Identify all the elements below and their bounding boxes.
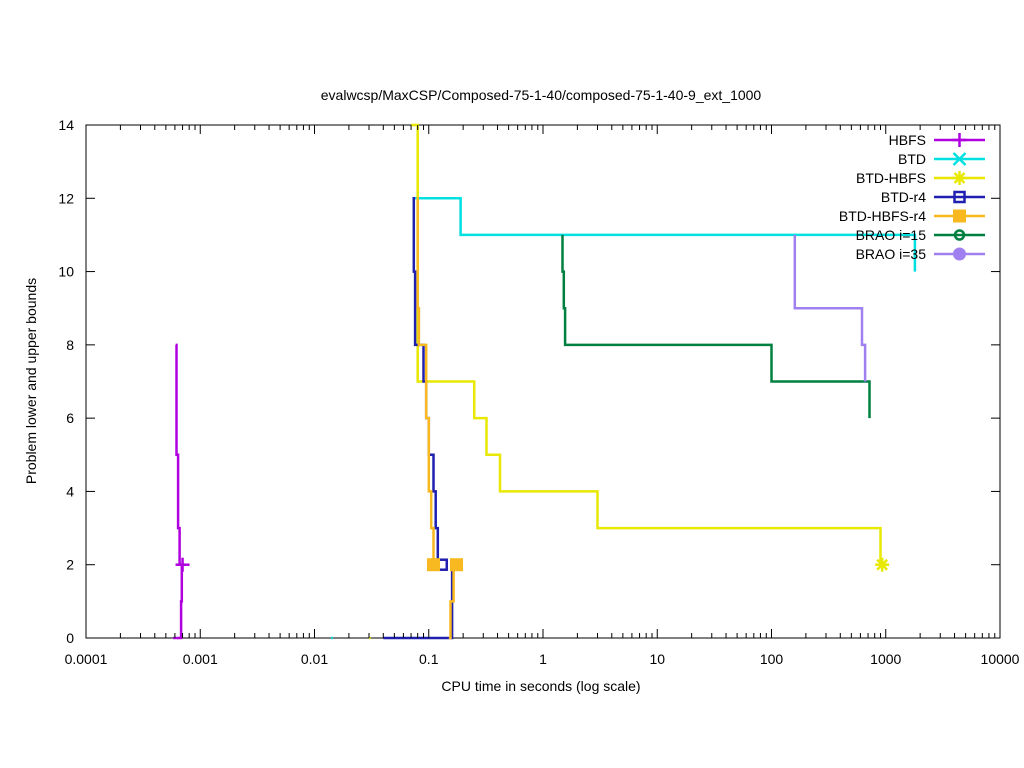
- legend-item: HBFS: [889, 132, 985, 148]
- series-line: [793, 234, 867, 382]
- series-btd-hbfs-r4: [416, 197, 464, 640]
- marker-square: [953, 190, 966, 204]
- x-tick-label: 1: [539, 651, 547, 667]
- y-tick-label: 6: [66, 410, 74, 426]
- x-tick-label: 1000: [870, 651, 901, 667]
- series-layer: [173, 123, 917, 640]
- legend-label: BRAO i=15: [856, 227, 927, 243]
- data-point-marker: [450, 558, 464, 572]
- series-brao-i-15: [561, 234, 871, 419]
- legend: HBFS BTD BTD-HBFS BTD-r4 BTD-HBFS-r4 BRAO i=1…: [839, 132, 985, 262]
- legend-item: BTD-r4: [881, 189, 985, 205]
- series-hbfs: [173, 343, 190, 640]
- data-point-marker: [952, 133, 967, 147]
- series-btd: [331, 197, 917, 640]
- legend-label: BTD: [898, 151, 926, 167]
- data-point-marker: [953, 209, 966, 223]
- data-point-marker: [175, 557, 190, 572]
- x-tick-label: 10: [649, 651, 665, 667]
- data-point-marker: [953, 190, 966, 204]
- x-tick-label: 100: [760, 651, 784, 667]
- series-line: [561, 234, 871, 419]
- y-tick-label: 4: [66, 483, 74, 499]
- marker-star-b: [876, 558, 889, 571]
- series-line: [173, 564, 184, 640]
- data-point-marker: [952, 152, 967, 166]
- x-axis: 0.0001 0.001 0.01 0.1 1 10 100 1000 10000: [65, 125, 1020, 667]
- x-tick-label: 0.001: [183, 651, 218, 667]
- y-tick-label: 2: [66, 557, 74, 573]
- legend-item: BTD-HBFS: [856, 170, 985, 186]
- data-point-marker: [952, 171, 967, 185]
- marker-star-b: [953, 172, 966, 184]
- marker-square-filled: [953, 209, 966, 223]
- series-btd-hbfs: [369, 123, 890, 640]
- y-tick-label: 0: [66, 630, 74, 646]
- legend-label: BRAO i=35: [856, 246, 927, 262]
- series-line: [175, 343, 181, 565]
- marker-circle-filled: [953, 247, 966, 261]
- marker-square-filled: [426, 558, 440, 572]
- y-tick-label: 14: [58, 117, 74, 133]
- series-line: [416, 197, 435, 565]
- legend-label: HBFS: [889, 132, 926, 148]
- data-point-marker: [953, 247, 966, 261]
- legend-item: BTD-HBFS-r4: [839, 208, 985, 224]
- x-axis-label: CPU time in seconds (log scale): [441, 678, 640, 694]
- series-line: [414, 197, 917, 272]
- legend-item: BRAO i=35: [856, 246, 985, 262]
- series-line: [411, 123, 882, 565]
- series-brao-i-35: [793, 234, 867, 382]
- x-tick-label: 10000: [981, 651, 1020, 667]
- y-tick-label: 8: [66, 337, 74, 353]
- marker-square-filled: [450, 558, 464, 572]
- x-tick-label: 0.1: [419, 651, 439, 667]
- data-point-marker: [426, 558, 440, 572]
- legend-label: BTD-HBFS: [856, 170, 926, 186]
- y-tick-label: 10: [58, 264, 74, 280]
- legend-label: BTD-HBFS-r4: [839, 208, 926, 224]
- x-tick-label: 0.01: [301, 651, 328, 667]
- y-tick-label: 12: [58, 190, 74, 206]
- legend-item: BTD: [898, 151, 985, 167]
- legend-label: BTD-r4: [881, 189, 926, 205]
- series-line: [448, 564, 455, 640]
- marker-cross-b: [952, 152, 967, 166]
- data-point-marker: [875, 557, 890, 572]
- chart-title: evalwcsp/MaxCSP/Composed-75-1-40/compose…: [321, 87, 762, 103]
- data-point-marker: [953, 229, 966, 241]
- series-line: [383, 564, 454, 640]
- y-axis-label: Problem lower and upper bounds: [23, 278, 39, 484]
- x-tick-label: 0.0001: [65, 651, 108, 667]
- legend-item: BRAO i=15: [856, 227, 985, 243]
- marker-circle: [953, 229, 966, 241]
- y-axis: 0 2 4 6 8 10 12 14: [58, 117, 1000, 646]
